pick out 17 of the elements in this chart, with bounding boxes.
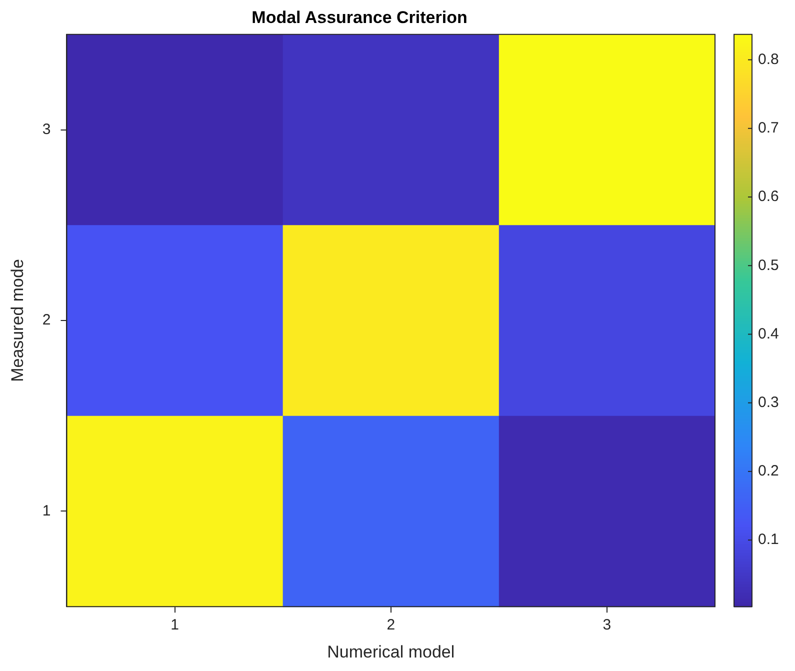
x-tick-label: 1 bbox=[170, 616, 179, 634]
y-axis-title: Measured mode bbox=[8, 259, 27, 382]
x-tick-label: 2 bbox=[386, 616, 396, 634]
color-bar-label: 0.2 bbox=[758, 462, 779, 480]
color-bar-label: 0.1 bbox=[758, 531, 779, 548]
y-tick-label: 1 bbox=[42, 502, 51, 520]
x-axis-title: Numerical model bbox=[327, 642, 455, 662]
y-tick-label: 3 bbox=[42, 120, 51, 138]
color-bar-label: 0.5 bbox=[758, 256, 779, 274]
color-bar-label: 0.4 bbox=[758, 325, 779, 342]
y-tick-label: 2 bbox=[42, 312, 51, 329]
x-tick-label: 3 bbox=[602, 616, 612, 634]
color-bar-label: 0.6 bbox=[758, 188, 779, 206]
color-bar-label: 0.8 bbox=[758, 50, 779, 68]
color-bar-label: 0.3 bbox=[758, 394, 779, 411]
color-bar-label: 0.7 bbox=[758, 120, 779, 137]
chart-title: Modal Assurance Criterion bbox=[252, 8, 468, 27]
